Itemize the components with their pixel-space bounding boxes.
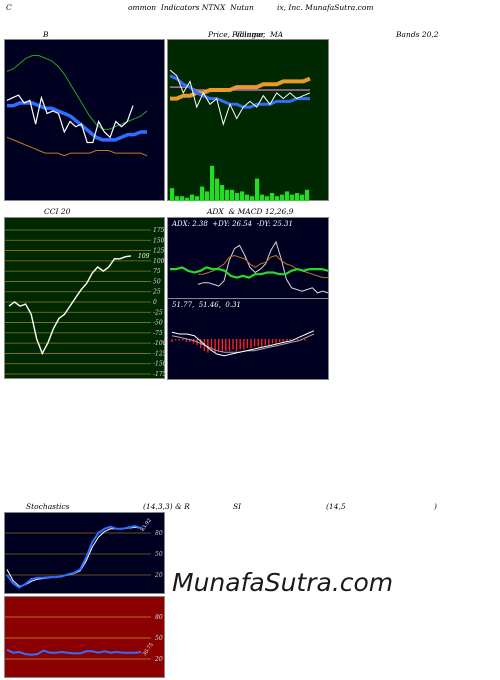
cci-tick-label: -175 (153, 371, 166, 378)
volume-bar (270, 193, 275, 201)
cci-line (8, 255, 132, 356)
rsi-last-label: 30.75 (142, 642, 155, 657)
cci-tick-label: -125 (153, 350, 166, 357)
volume-bar (295, 193, 300, 201)
volume-bar (190, 194, 195, 201)
volume-bar (195, 196, 200, 201)
bollinger-price-line (6, 94, 134, 144)
volume-bar (215, 178, 220, 201)
volume-bar (300, 194, 305, 201)
cci-tick-label: 0 (153, 299, 157, 306)
bollinger-middle-band (7, 101, 147, 142)
stoch-tick-label: 20 (154, 572, 163, 579)
stoch-panel: 80 50 20 83.92 (4, 512, 165, 594)
title-bands: Bands 20,2 (396, 30, 439, 39)
volume-bar (220, 185, 225, 201)
adx-plus-di (197, 240, 329, 294)
cci-tick-label: 175 (153, 227, 165, 234)
header-right: ix, Inc. MunafaSutra.com (277, 3, 374, 12)
volume-bar (275, 196, 280, 201)
adx-line (170, 266, 329, 279)
header-mid: ommon Indicators NTNX Nutan (128, 3, 254, 12)
stoch-signal-line (6, 526, 142, 587)
adx-values-label: ADX: 2.38 +DY: 26.54 -DY: 25.31 (172, 220, 293, 228)
cci-tick-label: -25 (153, 309, 163, 316)
macd-line (171, 330, 315, 357)
price-panel (167, 39, 329, 201)
cci-tick-label: -150 (153, 361, 166, 368)
adx-minus-di (198, 254, 328, 279)
volume-bar (255, 178, 260, 201)
title-price-overlay: Fillinger (232, 30, 265, 39)
title-adx: ADX & MACD 12,26,9 (207, 207, 294, 216)
bollinger-panel (4, 39, 165, 201)
volume-bar (180, 196, 185, 201)
title-rsi-close: ) (434, 502, 437, 511)
title-stoch: Stochastics (26, 502, 70, 511)
volume-bar (200, 186, 205, 201)
title-rsi-si: SI (233, 502, 242, 511)
volume-bar (245, 194, 250, 201)
rsi-tick-label: 20 (154, 656, 163, 663)
adx-panel: ADX: 2.38 +DY: 26.54 -DY: 25.31 (167, 217, 329, 299)
volume-bar (210, 165, 215, 201)
cci-chart: 175 150 125 100 75 50 25 0 -25 -50 -75 -100 -125 -150… (5, 227, 166, 378)
cci-tick-label: 50 (153, 278, 161, 285)
cci-panel: 175 150 125 100 75 50 25 0 -25 -50 -75 -100 -125 -150… (4, 217, 166, 379)
price-chart (169, 69, 311, 201)
stoch-chart: 80 50 20 83.92 (5, 518, 163, 589)
rsi-tick-label: 80 (155, 614, 163, 621)
cci-tick-label: -50 (153, 320, 163, 327)
cci-tick-label: -75 (153, 330, 163, 337)
bollinger-lower-band (6, 136, 148, 157)
cci-tick-label: -100 (153, 340, 166, 347)
cci-tick-label: 125 (153, 248, 165, 255)
volume-bar (285, 191, 290, 201)
title-stoch-params: (14,3,3) & R (143, 502, 190, 511)
title-rsi-params: (14,5 (326, 502, 346, 511)
adx-chart (170, 240, 329, 294)
volume-bar (230, 189, 235, 201)
stoch-k-line (6, 524, 142, 589)
watermark: MunafaSutra.com (172, 568, 394, 597)
price-close-line (169, 69, 311, 127)
volume-bar (225, 189, 230, 201)
macd-values-label: 51.77, 51.46, 0.31 (172, 301, 242, 309)
cci-tick-label: 25 (152, 289, 161, 296)
bollinger-upper-band (6, 55, 148, 130)
cci-tick-label: 100 (153, 258, 165, 265)
macd-chart (171, 330, 315, 357)
macd-panel: 51.77, 51.46, 0.31 (167, 298, 329, 380)
rsi-line (6, 648, 142, 656)
cci-tick-label: 75 (153, 268, 161, 275)
title-cci: CCI 20 (44, 207, 71, 216)
title-price: Price, Volume, MA (208, 30, 284, 39)
stoch-tick-label: 80 (155, 530, 163, 537)
volume-bar (205, 191, 210, 201)
volume-bar (250, 196, 255, 201)
rsi-tick-label: 50 (155, 635, 163, 642)
bollinger-chart (6, 55, 148, 157)
header-left: C (6, 3, 12, 12)
volume-bar (175, 196, 180, 201)
price-ma-blue (169, 74, 310, 109)
rsi-panel: 80 50 20 30.75 (4, 596, 165, 678)
cci-tick-label: 150 (153, 237, 165, 244)
stoch-last-label: 83.92 (140, 518, 153, 533)
title-b: B (43, 30, 49, 39)
volume-bar (290, 194, 295, 201)
volume-bar (265, 196, 270, 201)
volume-bar (260, 194, 265, 201)
volume-bar (235, 193, 240, 201)
stoch-tick-label: 50 (155, 551, 163, 558)
volume-bar (305, 189, 310, 201)
volume-bar (280, 194, 285, 201)
volume-bar (240, 191, 245, 201)
volume-bar (170, 188, 175, 201)
volume-bar (185, 197, 190, 201)
cci-last-label: 109 (138, 253, 150, 260)
